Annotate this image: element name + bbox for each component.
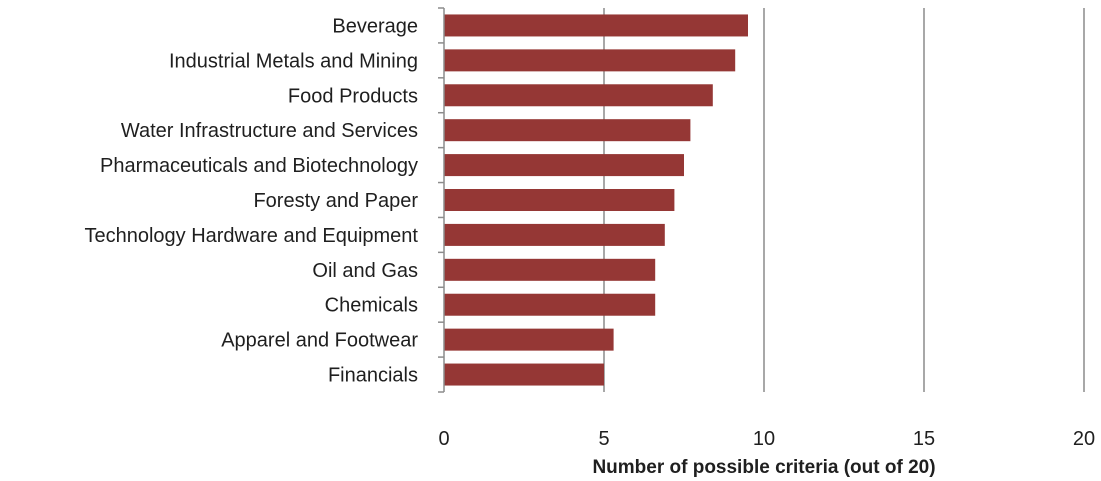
category-label: Apparel and Footwear <box>221 330 418 352</box>
bar <box>444 258 656 281</box>
bar <box>444 119 691 142</box>
bar <box>444 328 614 351</box>
bar <box>444 154 684 177</box>
category-label: Pharmaceuticals and Biotechnology <box>100 155 418 177</box>
category-label: Food Products <box>288 85 418 107</box>
category-label: Foresty and Paper <box>253 190 418 212</box>
category-label: Water Infrastructure and Services <box>121 120 418 142</box>
x-tick-label: 15 <box>913 428 935 450</box>
bar <box>444 14 748 37</box>
bar <box>444 49 736 72</box>
bar <box>444 223 665 246</box>
category-label: Technology Hardware and Equipment <box>84 225 418 247</box>
axes <box>438 7 445 393</box>
category-label: Oil and Gas <box>312 260 418 282</box>
category-label: Chemicals <box>325 295 418 317</box>
x-tick-label: 0 <box>438 428 449 450</box>
bar <box>444 293 656 316</box>
category-label: Beverage <box>332 15 418 37</box>
category-labels: Beverage Industrial Metals and Mining Food… <box>84 15 418 386</box>
x-tick-labels: 0 5 10 15 20 <box>438 428 1095 450</box>
x-tick-label: 5 <box>598 428 609 450</box>
category-label: Financials <box>328 365 418 387</box>
x-tick-label: 10 <box>753 428 775 450</box>
x-axis-title: Number of possible criteria (out of 20) <box>592 457 935 478</box>
bars <box>444 14 748 386</box>
bar <box>444 189 675 211</box>
bar <box>444 363 604 386</box>
bar <box>444 84 713 107</box>
x-tick-label: 20 <box>1073 428 1095 450</box>
category-label: Industrial Metals and Mining <box>169 50 418 72</box>
